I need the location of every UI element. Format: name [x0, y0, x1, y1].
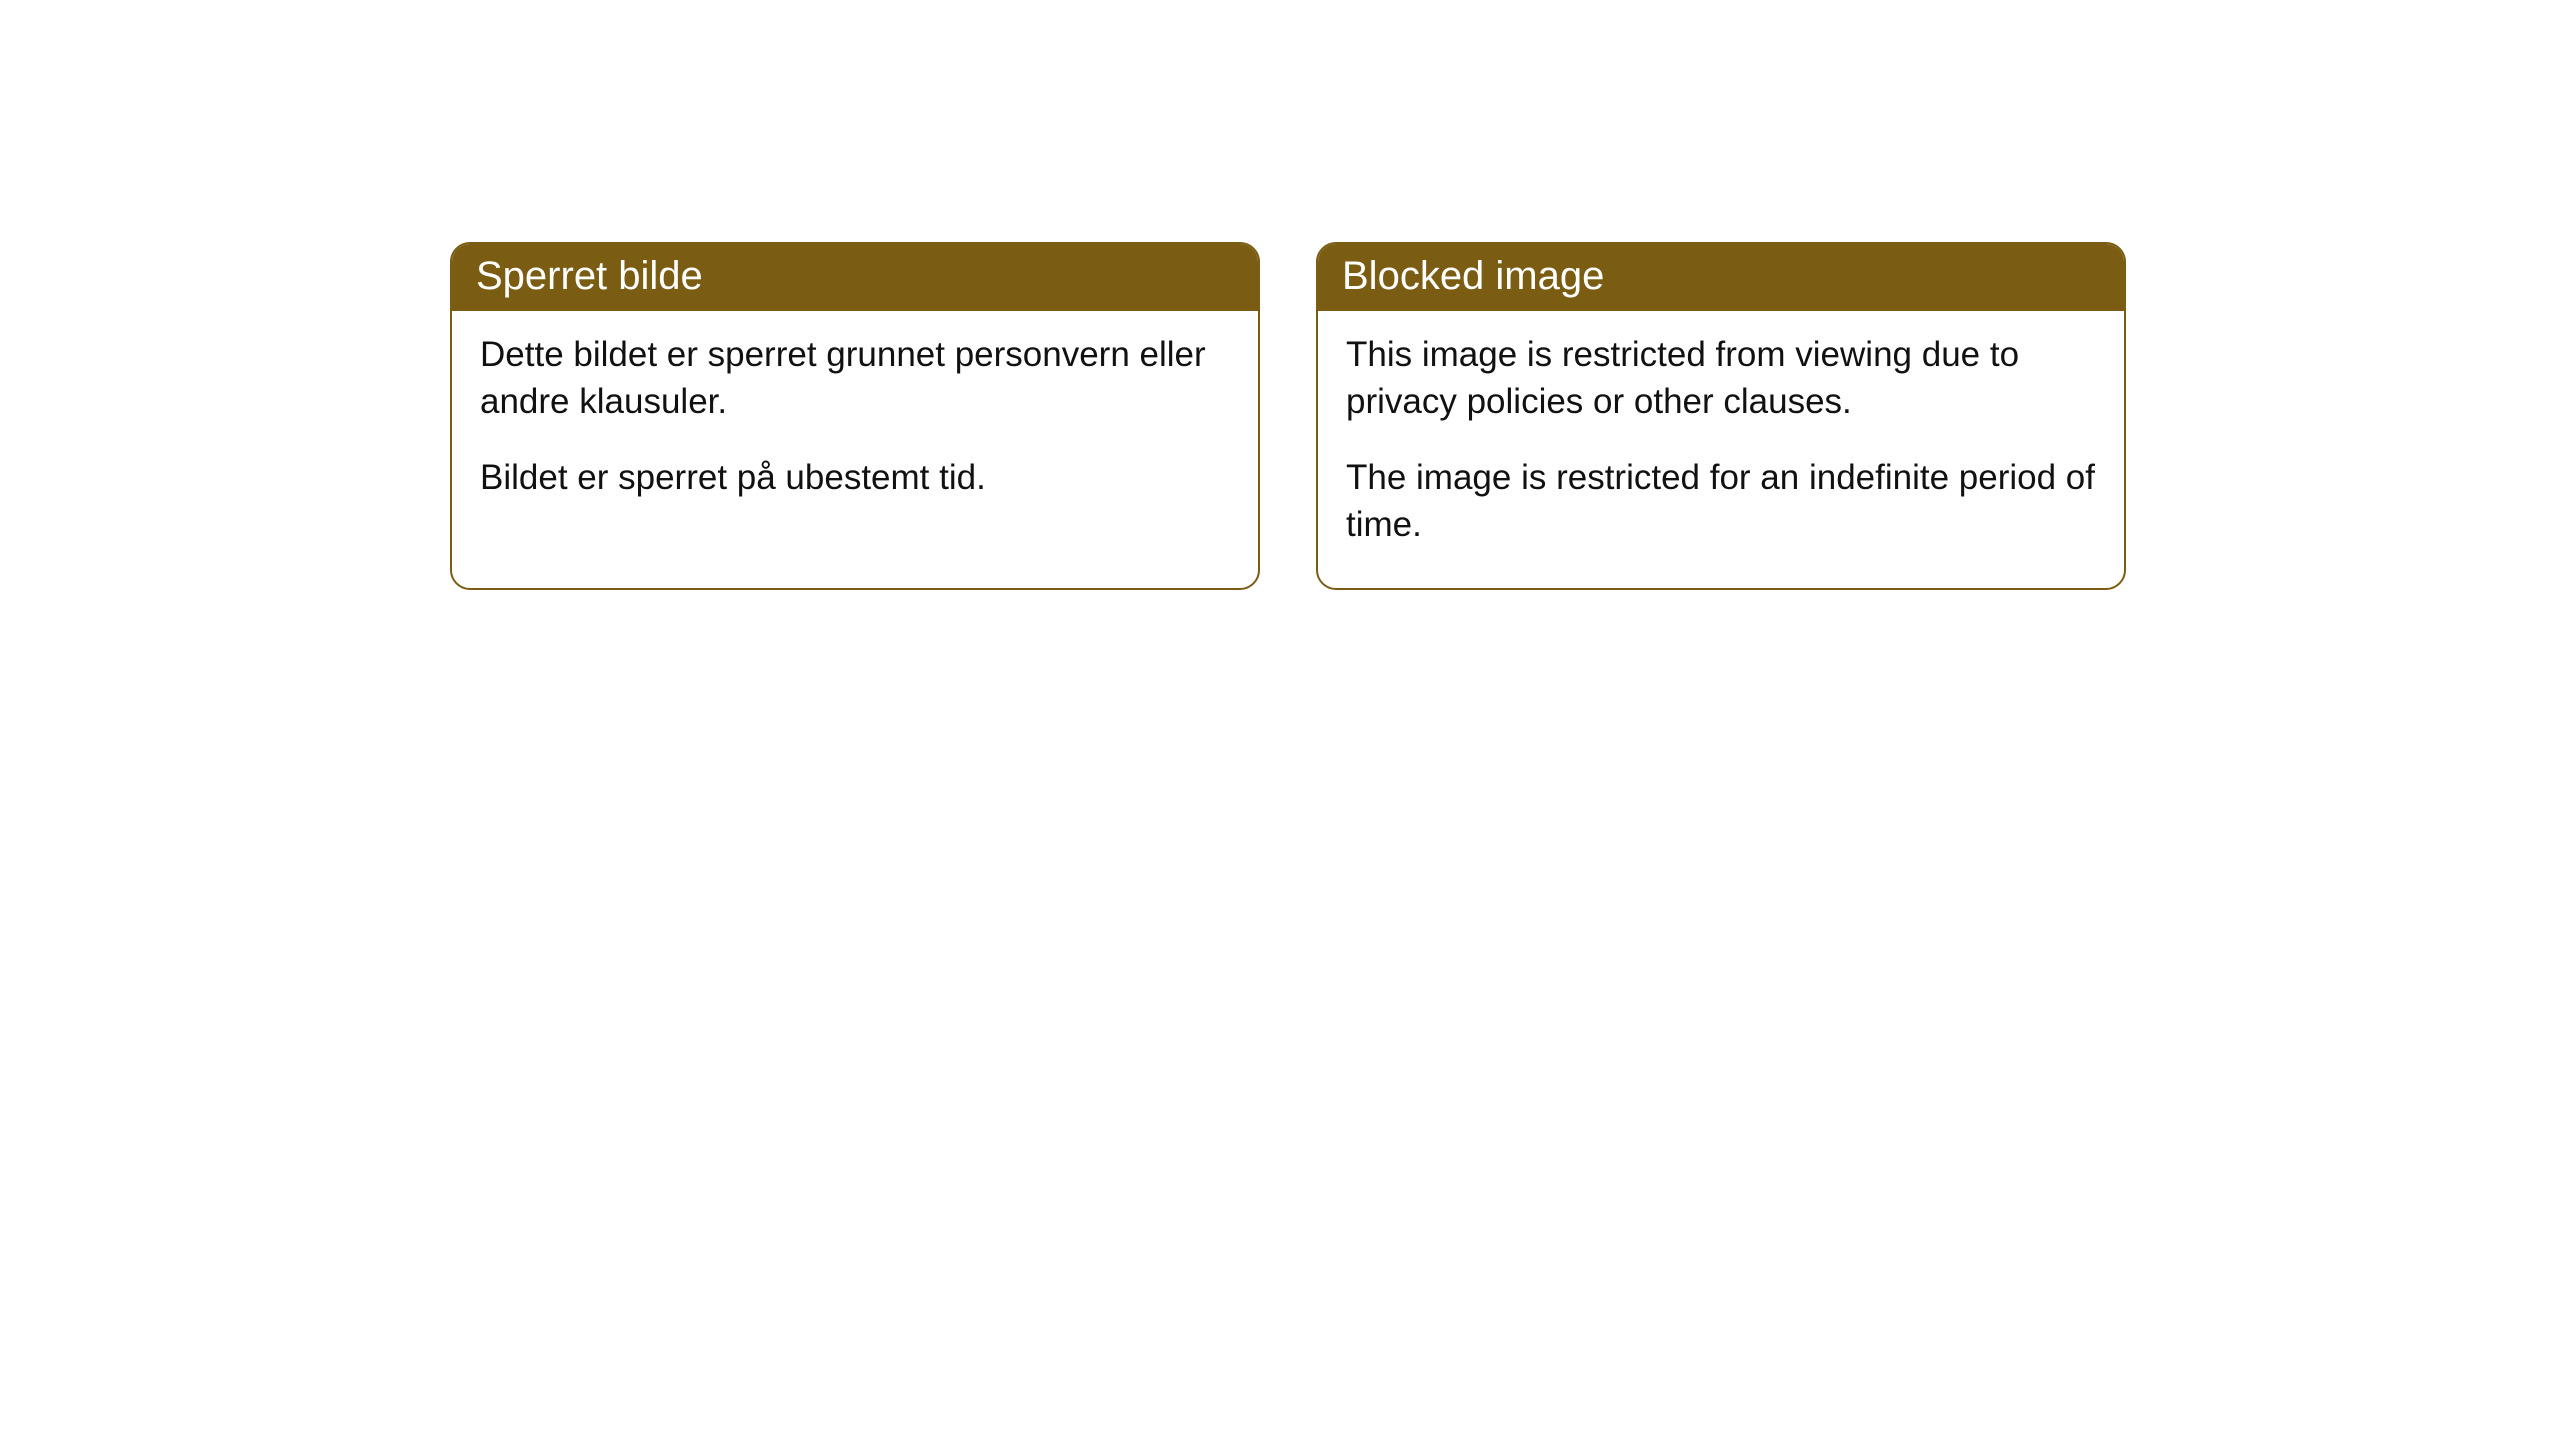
card-paragraph-en-1: This image is restricted from viewing du… [1346, 331, 2096, 426]
card-body-no: Dette bildet er sperret grunnet personve… [452, 311, 1258, 541]
card-header-no: Sperret bilde [452, 244, 1258, 311]
blocked-image-card-en: Blocked image This image is restricted f… [1316, 242, 2126, 590]
card-paragraph-no-2: Bildet er sperret på ubestemt tid. [480, 454, 1230, 501]
card-paragraph-no-1: Dette bildet er sperret grunnet personve… [480, 331, 1230, 426]
notice-cards-container: Sperret bilde Dette bildet er sperret gr… [450, 242, 2126, 590]
card-paragraph-en-2: The image is restricted for an indefinit… [1346, 454, 2096, 549]
blocked-image-card-no: Sperret bilde Dette bildet er sperret gr… [450, 242, 1260, 590]
card-title-en: Blocked image [1342, 254, 1604, 298]
card-title-no: Sperret bilde [476, 254, 703, 298]
card-body-en: This image is restricted from viewing du… [1318, 311, 2124, 588]
card-header-en: Blocked image [1318, 244, 2124, 311]
